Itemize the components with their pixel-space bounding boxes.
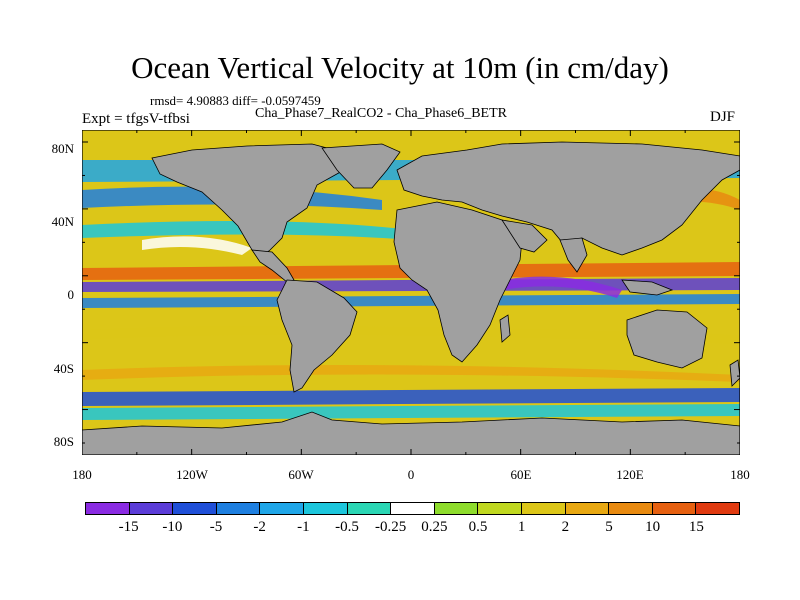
lon-label-120w: 120W (176, 467, 208, 482)
colorbar-label: 2 (561, 519, 570, 535)
north-america (151, 143, 345, 259)
case-label: Cha_Phase7_RealCO2 - Cha_Phase6_BETR (255, 106, 507, 121)
lat-label-40s: 40S (53, 361, 74, 376)
season-label: DJF (710, 109, 736, 125)
lon-label-60w: 60W (288, 467, 314, 482)
colorbar-swatch (565, 503, 610, 514)
colorbar (85, 502, 740, 515)
colorbar-swatch (347, 503, 392, 514)
australia (626, 309, 708, 369)
colorbar-label: -0.5 (335, 519, 359, 535)
lon-label-180w: 180 (72, 467, 92, 482)
india (559, 237, 588, 273)
ocean-velocity-map (81, 129, 741, 456)
colorbar-swatch (434, 503, 479, 514)
madagascar (499, 314, 511, 343)
colorbar-label: -2 (253, 519, 266, 535)
lat-label-80n: 80N (51, 141, 74, 156)
lon-label-0: 0 (407, 467, 415, 482)
eurasia (396, 141, 740, 256)
south-america (276, 279, 358, 393)
colorbar-label: -0.25 (375, 519, 407, 535)
greenland (321, 143, 401, 189)
colorbar-label: -5 (209, 519, 223, 535)
plot-title: Ocean Vertical Velocity at 10m (in cm/da… (131, 50, 669, 85)
velocity-band (82, 326, 740, 344)
colorbar-swatch (652, 503, 697, 514)
velocity-band (82, 388, 740, 406)
colorbar-swatch (521, 503, 566, 514)
colorbar-swatch (696, 503, 739, 514)
lat-label-40n: 40N (51, 214, 74, 229)
stats-line: rmsd= 4.90883 diff= -0.0597459 (150, 93, 321, 108)
map-panel (81, 129, 741, 456)
lon-label-180e: 180 (730, 467, 750, 482)
experiment-label: Expt = tfgsV-tfbsi (82, 111, 190, 127)
colorbar-swatch (86, 503, 130, 514)
lon-label-60e: 60E (510, 467, 532, 482)
velocity-band (82, 294, 740, 308)
colorbar-label: -15 (118, 519, 139, 535)
colorbar-swatch (303, 503, 348, 514)
colorbar-label: 0.5 (468, 519, 488, 535)
colorbar-label: -1 (297, 519, 310, 535)
colorbar-swatch (260, 503, 304, 514)
indonesia (621, 279, 674, 296)
velocity-band (82, 365, 740, 382)
velocity-band (502, 276, 622, 298)
arabia (501, 219, 548, 253)
colorbar-swatch (609, 503, 653, 514)
velocity-band (82, 404, 740, 420)
velocity-band (142, 236, 252, 255)
colorbar-label: 5 (605, 519, 613, 535)
colorbar-swatch (478, 503, 522, 514)
colorbar-label: -10 (162, 519, 183, 535)
lat-label-eq: 0 (67, 287, 75, 302)
colorbar-label: 0.25 (421, 519, 448, 535)
colorbar-label: 15 (688, 519, 704, 535)
colorbar-swatch (216, 503, 261, 514)
colorbar-label: 10 (645, 519, 661, 535)
colorbar-swatch (391, 503, 435, 514)
colorbar-swatch (173, 503, 217, 514)
new-zealand (729, 359, 740, 387)
lat-label-80s: 80S (53, 434, 74, 449)
colorbar-swatch (129, 503, 174, 514)
lon-label-120e: 120E (616, 467, 644, 482)
antarctica (82, 411, 740, 455)
colorbar-label: 1 (517, 519, 526, 535)
